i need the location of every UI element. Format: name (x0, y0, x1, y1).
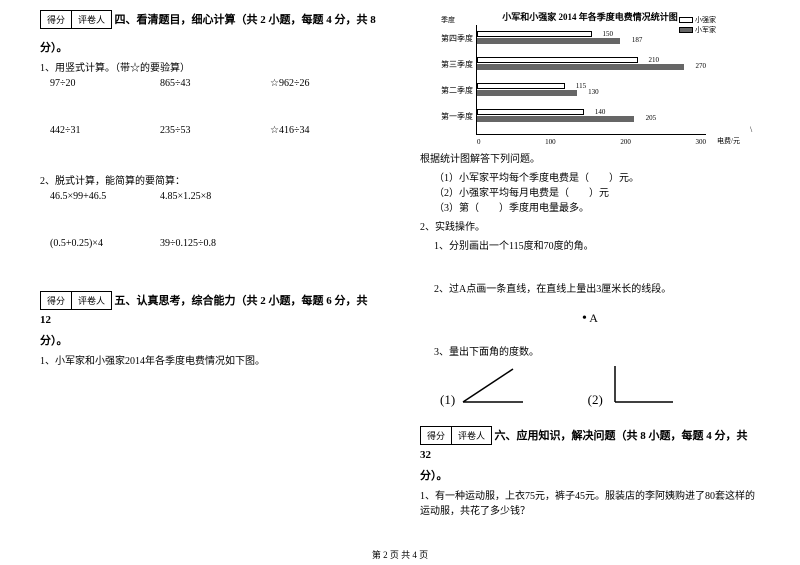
bar-group-label: 第四季度 (439, 33, 473, 44)
section-5-header: 得分 评卷人 五、认真思考，综合能力（共 2 小题，每题 6 分，共 12 (40, 291, 380, 326)
angle-1-label: (1) (440, 392, 455, 407)
point-a-label: A (589, 311, 598, 325)
legend-label: 小军家 (695, 25, 716, 35)
bar-white: 140 (477, 109, 584, 115)
s5b-q2-1: 1、分别画出一个115度和70度的角。 (434, 237, 760, 252)
xtick: 200 (620, 138, 631, 146)
s5-q1: 1、小军家和小强家2014年各季度电费情况如下图。 (40, 352, 380, 367)
bar-group-label: 第三季度 (439, 59, 473, 70)
bar-value: 130 (588, 88, 599, 96)
xtick: 0 (477, 138, 481, 146)
chart-legend: 小强家 小军家 (679, 15, 716, 35)
s4-q1-row2: 442÷31 235÷53 ☆416÷34 (50, 125, 380, 136)
score-box: 得分 评卷人 (420, 426, 492, 445)
left-column: 得分 评卷人 四、看清题目，细心计算（共 2 小题，每题 4 分，共 8 分）。… (0, 0, 400, 540)
section-4-header: 得分 评卷人 四、看清题目，细心计算（共 2 小题，每题 4 分，共 8 (40, 10, 380, 33)
angle-2-label: (2) (588, 392, 603, 407)
legend-swatch-white (679, 17, 693, 23)
calc-b: 4.85×1.25×8 (160, 191, 230, 202)
s5b-q2-3: 3、量出下面角的度数。 (434, 343, 760, 358)
bar-group-label: 第二季度 (439, 85, 473, 96)
chart-ylabel: 季度 (441, 15, 455, 25)
bar-dark: 130 (477, 90, 577, 96)
s4-q2: 2、脱式计算，能简算的要简算： (40, 172, 380, 187)
calc-b: 865÷43 (160, 78, 230, 89)
bar-value: 150 (603, 30, 614, 38)
calc-c: ☆962÷26 (270, 78, 340, 89)
bar-value: 210 (649, 56, 660, 64)
reviewer-label: 评卷人 (72, 11, 111, 28)
bar-value: 270 (696, 62, 707, 70)
backslash-mark: \ (750, 125, 752, 134)
calc-a: (0.5+0.25)×4 (50, 238, 120, 249)
s5b-intro: 根据统计图解答下列问题。 (420, 150, 760, 165)
angle-2-icon (605, 364, 675, 404)
bar-dark: 205 (477, 116, 634, 122)
legend-swatch-dark (679, 27, 693, 33)
score-label: 得分 (41, 11, 72, 28)
s5b-q2: 2、实践操作。 (420, 218, 760, 233)
dot-icon: • (582, 311, 587, 326)
angle-1-icon (458, 364, 528, 404)
calc-a: 97÷20 (50, 78, 120, 89)
xtick: 100 (545, 138, 556, 146)
bar-chart: 小军和小强家 2014 年各季度电费情况统计图 季度 小强家 小军家 第四季度1… (440, 10, 740, 144)
bar-value: 140 (595, 108, 606, 116)
calc-a: 442÷31 (50, 125, 120, 136)
section-6-header: 得分 评卷人 六、应用知识，解决问题（共 8 小题，每题 4 分，共 32 (420, 426, 760, 461)
reviewer-label: 评卷人 (452, 427, 491, 444)
s5b-q2-2: 2、过A点画一条直线，在直线上量出3厘米长的线段。 (434, 280, 760, 295)
angle-1: (1) (440, 364, 528, 408)
bar-white: 150 (477, 31, 592, 37)
bar-value: 187 (632, 36, 643, 44)
point-a: • A (420, 311, 760, 327)
s4-q1: 1、用竖式计算。（带☆的要验算） (40, 59, 380, 74)
angle-diagrams: (1) (2) (440, 364, 760, 408)
calc-a: 46.5×99+46.5 (50, 191, 120, 202)
legend-item: 小强家 (679, 15, 716, 25)
s5b-i2: （2）小强家平均每月电费是（ ）元 (434, 184, 760, 199)
legend-label: 小强家 (695, 15, 716, 25)
bar-white: 210 (477, 57, 638, 63)
chart-body: 季度 小强家 小军家 第四季度150187第三季度210270第二季度11513… (476, 25, 706, 135)
s4-q2-row2: (0.5+0.25)×4 39÷0.125÷0.8 (50, 238, 380, 249)
xtick: 300 (695, 138, 706, 146)
s5b-i1: （1）小军家平均每个季度电费是（ ）元。 (434, 169, 760, 184)
bar-value: 115 (576, 82, 586, 90)
section-6-title-tail: 分）。 (420, 470, 448, 482)
bar-value: 205 (646, 114, 657, 122)
right-column: 小军和小强家 2014 年各季度电费情况统计图 季度 小强家 小军家 第四季度1… (400, 0, 800, 540)
s4-q2-row1: 46.5×99+46.5 4.85×1.25×8 (50, 191, 380, 202)
bar-group-label: 第一季度 (439, 111, 473, 122)
bar-group: 第四季度150187 (477, 31, 620, 45)
reviewer-label: 评卷人 (72, 292, 111, 309)
chart-xticks: 0 100 200 300 (477, 138, 706, 146)
bar-dark: 187 (477, 38, 620, 44)
score-label: 得分 (421, 427, 452, 444)
bar-dark: 270 (477, 64, 684, 70)
bar-group: 第二季度115130 (477, 83, 577, 97)
bar-white: 115 (477, 83, 565, 89)
bar-group: 第一季度140205 (477, 109, 634, 123)
legend-item: 小军家 (679, 25, 716, 35)
s6-q1: 1、有一种运动服，上衣75元，裤子45元。服装店的李阿姨购进了80套这样的运动服… (420, 487, 760, 517)
calc-b: 235÷53 (160, 125, 230, 136)
bar-group: 第三季度210270 (477, 57, 684, 71)
s5b-i3: （3）第（ ）季度用电量最多。 (434, 199, 760, 214)
chart-xlabel: 电费/元 (717, 136, 740, 146)
score-box: 得分 评卷人 (40, 10, 112, 29)
calc-c: ☆416÷34 (270, 125, 340, 136)
section-4-title: 四、看清题目，细心计算（共 2 小题，每题 4 分，共 8 (115, 14, 376, 26)
angle-2: (2) (588, 364, 676, 408)
page-footer: 第 2 页 共 4 页 (0, 548, 800, 561)
calc-b: 39÷0.125÷0.8 (160, 238, 230, 249)
section-5-title-tail: 分）。 (40, 335, 68, 347)
score-box: 得分 评卷人 (40, 291, 112, 310)
s4-q1-row1: 97÷20 865÷43 ☆962÷26 (50, 78, 380, 89)
section-4-title-tail: 分）。 (40, 42, 68, 54)
score-label: 得分 (41, 292, 72, 309)
